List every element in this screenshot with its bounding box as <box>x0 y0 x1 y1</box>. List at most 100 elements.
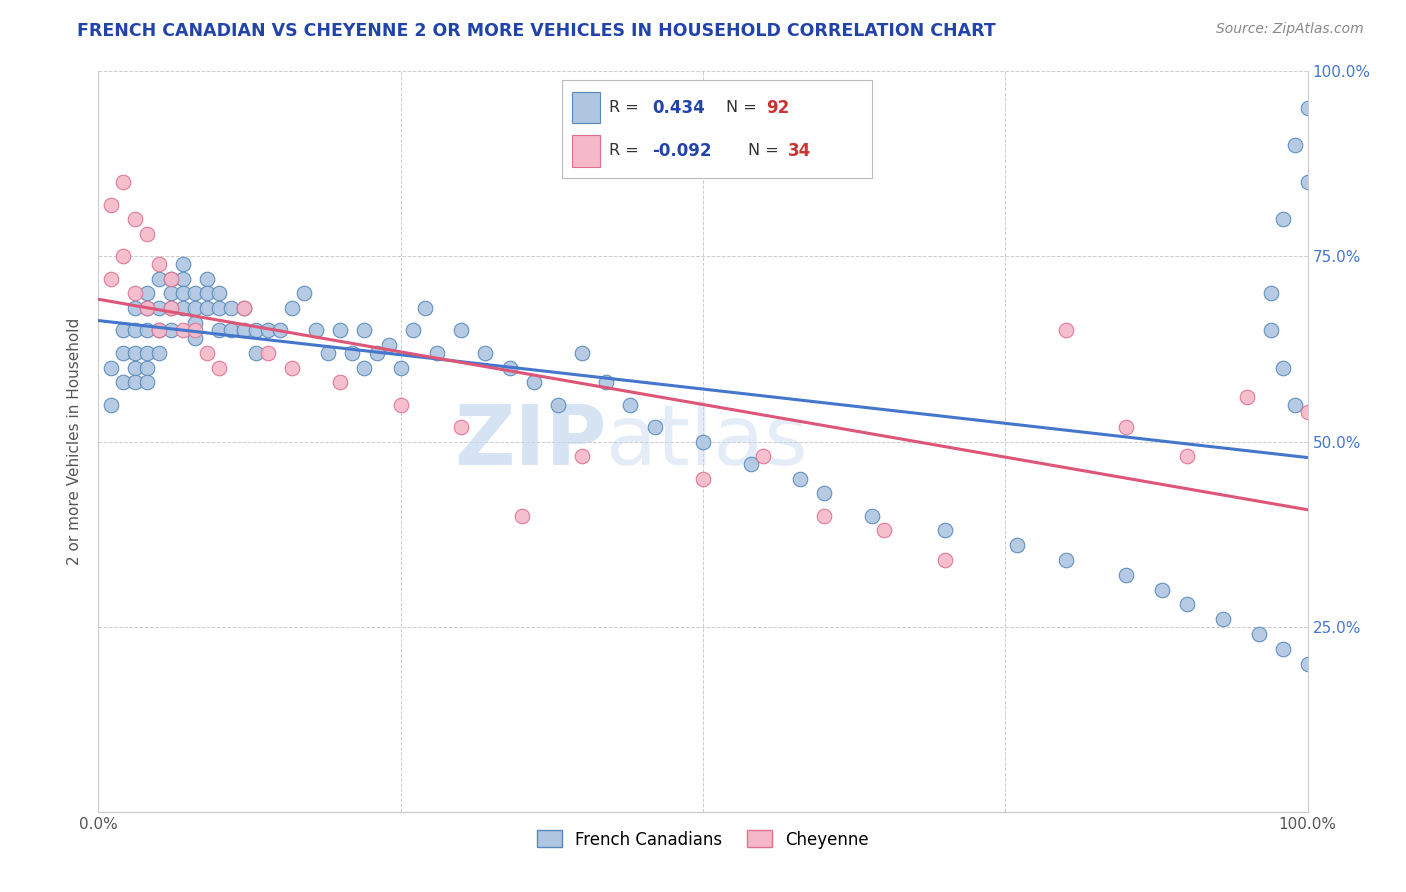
Point <box>1054 553 1077 567</box>
Point <box>389 360 412 375</box>
Point <box>135 360 157 375</box>
Point <box>1236 390 1258 404</box>
Point <box>100 360 122 375</box>
Text: R =: R = <box>609 144 644 159</box>
Text: FRENCH CANADIAN VS CHEYENNE 2 OR MORE VEHICLES IN HOUSEHOLD CORRELATION CHART: FRENCH CANADIAN VS CHEYENNE 2 OR MORE VE… <box>77 22 995 40</box>
Point <box>232 301 254 316</box>
Point <box>1115 567 1137 582</box>
Point <box>1212 612 1234 626</box>
Point <box>160 271 183 285</box>
Point <box>111 376 134 390</box>
Point <box>184 324 207 338</box>
Point <box>195 286 218 301</box>
Point <box>813 486 835 500</box>
Point <box>208 286 231 301</box>
Point <box>402 324 425 338</box>
Text: N =: N = <box>748 144 785 159</box>
Point <box>208 324 231 338</box>
Point <box>316 345 339 359</box>
Point <box>148 271 170 285</box>
Point <box>100 271 122 285</box>
Point <box>160 324 183 338</box>
Text: N =: N = <box>727 100 762 115</box>
Point <box>426 345 449 359</box>
Point <box>148 257 170 271</box>
Point <box>221 324 243 338</box>
Point <box>644 419 666 434</box>
Point <box>172 257 194 271</box>
Point <box>450 419 472 434</box>
Point <box>789 472 811 486</box>
Text: R =: R = <box>609 100 644 115</box>
Point <box>111 250 134 264</box>
Point <box>124 324 146 338</box>
Point <box>135 286 157 301</box>
Point <box>148 324 170 338</box>
Point <box>1272 212 1295 227</box>
Point <box>100 197 122 211</box>
Point <box>619 398 641 412</box>
Point <box>245 324 267 338</box>
Text: atlas: atlas <box>606 401 808 482</box>
Point <box>353 324 375 338</box>
Text: 34: 34 <box>789 142 811 160</box>
Point <box>1175 598 1198 612</box>
Point <box>100 398 122 412</box>
Point <box>124 301 146 316</box>
Point <box>124 286 146 301</box>
Point <box>208 301 231 316</box>
Point <box>160 271 183 285</box>
Point <box>1054 324 1077 338</box>
Point <box>292 286 315 301</box>
Point <box>281 301 304 316</box>
Point <box>135 324 157 338</box>
Point <box>1272 641 1295 656</box>
Point <box>195 345 218 359</box>
Point <box>172 301 194 316</box>
Point <box>160 301 183 316</box>
Point <box>256 345 278 359</box>
Point <box>111 324 134 338</box>
Point <box>813 508 835 523</box>
Point <box>111 175 134 190</box>
Point <box>1175 450 1198 464</box>
Point <box>329 376 352 390</box>
Point <box>281 360 304 375</box>
Point <box>160 301 183 316</box>
Point <box>148 324 170 338</box>
Point <box>498 360 520 375</box>
Point <box>934 524 956 538</box>
Point <box>873 524 896 538</box>
Point <box>1296 175 1319 190</box>
Point <box>172 271 194 285</box>
Point <box>135 301 157 316</box>
Point <box>135 345 157 359</box>
Point <box>305 324 328 338</box>
Point <box>1296 405 1319 419</box>
Point <box>135 227 157 242</box>
Point <box>269 324 291 338</box>
Point <box>523 376 546 390</box>
Point <box>172 286 194 301</box>
Point <box>111 345 134 359</box>
Point <box>353 360 375 375</box>
Point <box>1007 538 1029 552</box>
Point <box>1152 582 1174 597</box>
Point <box>135 301 157 316</box>
Bar <box>572 92 599 123</box>
Point <box>474 345 496 359</box>
Y-axis label: 2 or more Vehicles in Household: 2 or more Vehicles in Household <box>67 318 83 566</box>
Point <box>342 345 364 359</box>
Point <box>1296 102 1319 116</box>
Point <box>1260 324 1282 338</box>
Point <box>160 286 183 301</box>
Point <box>413 301 436 316</box>
Point <box>184 331 207 345</box>
Point <box>1284 138 1306 153</box>
Text: 0.434: 0.434 <box>652 99 704 117</box>
Point <box>124 376 146 390</box>
Point <box>934 553 956 567</box>
Point <box>571 345 593 359</box>
Point <box>195 271 218 285</box>
Point <box>377 338 399 352</box>
